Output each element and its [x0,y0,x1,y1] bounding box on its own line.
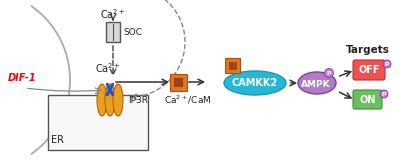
Text: IP3R: IP3R [128,95,148,104]
Text: Ca$^{2+}$/CaM: Ca$^{2+}$/CaM [164,94,212,106]
Text: Ca$^{2+}$: Ca$^{2+}$ [95,61,121,75]
Text: P: P [385,62,389,66]
Ellipse shape [105,84,115,116]
Text: P: P [382,91,386,96]
Text: Targets: Targets [346,45,390,55]
Text: Ca$^{2+}$: Ca$^{2+}$ [100,7,126,21]
FancyBboxPatch shape [106,22,120,42]
Circle shape [383,60,391,68]
Ellipse shape [298,72,336,94]
FancyBboxPatch shape [170,74,186,90]
Text: AMPK: AMPK [301,80,331,89]
FancyBboxPatch shape [353,60,385,80]
FancyBboxPatch shape [224,57,240,72]
Circle shape [380,90,388,98]
Text: SOC: SOC [123,28,142,37]
Text: P: P [327,71,331,76]
Text: CAMKK2: CAMKK2 [232,78,278,88]
Text: ON: ON [359,95,376,104]
Ellipse shape [224,71,286,95]
Text: OFF: OFF [358,65,380,75]
Text: ER: ER [52,135,64,145]
Circle shape [324,68,334,77]
Text: DIF-1: DIF-1 [8,73,37,83]
FancyBboxPatch shape [353,90,382,109]
Ellipse shape [97,84,107,116]
FancyBboxPatch shape [48,95,148,150]
Ellipse shape [113,84,123,116]
